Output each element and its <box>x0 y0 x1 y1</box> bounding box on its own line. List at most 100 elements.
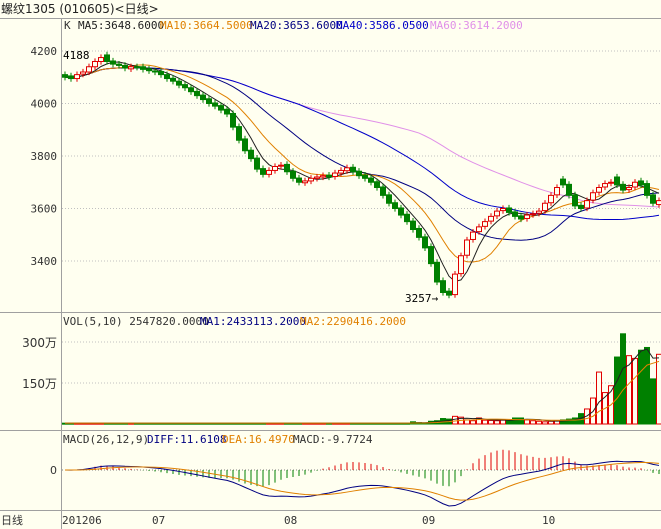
candle-body <box>152 70 158 73</box>
candle-body <box>476 226 482 233</box>
candle-body <box>182 84 188 89</box>
candle-body <box>278 164 284 167</box>
candle-body <box>410 220 416 231</box>
candle-body <box>440 280 446 293</box>
candle-body <box>638 180 644 186</box>
candle-body <box>488 215 494 222</box>
volume-bar <box>542 421 548 425</box>
candle-body <box>242 138 248 152</box>
legend-k: K <box>64 19 71 32</box>
candle-body <box>74 74 80 80</box>
candle-body <box>224 108 230 115</box>
volume-bar <box>566 418 572 425</box>
volume-bar <box>506 419 512 425</box>
candle-body <box>572 194 578 207</box>
x-axis-label: 日线 <box>1 513 23 527</box>
candle-body <box>494 210 500 217</box>
candle-body <box>320 175 326 178</box>
vol-legend: VOL(5,10) 2547820.0000 MA1:2433113.2000 … <box>63 315 406 328</box>
legend-macd-value: MACD:-9.7724 <box>293 433 373 446</box>
macd-legend: MACD(26,12,9) DIFF:11.6108 DEA:16.4970 M… <box>63 433 373 446</box>
price-tick-label: 3600 <box>31 203 58 216</box>
volume-bar <box>614 356 620 425</box>
candle-body <box>140 66 146 70</box>
candle-body <box>530 213 536 216</box>
candle-body <box>170 77 176 82</box>
candle-body <box>68 75 74 80</box>
legend-ma5: MA5:3648.6000 <box>78 19 164 32</box>
candle-body <box>644 183 650 196</box>
candle-body <box>380 186 386 196</box>
legend-ma40: MA40:3586.0500 <box>336 19 429 32</box>
macd-tick-label: 0 <box>50 464 57 477</box>
candle-body <box>98 57 104 62</box>
candle-body <box>290 170 296 179</box>
price-tick-label: 3800 <box>31 150 58 163</box>
candle-body <box>86 66 92 73</box>
candle-body <box>332 172 338 177</box>
volume-bar <box>500 419 506 425</box>
volume-bar <box>488 419 494 425</box>
candle-body <box>188 87 194 93</box>
vol-tick-label: 150万 <box>22 377 57 391</box>
candle-body <box>446 290 452 296</box>
candle-body <box>260 168 266 175</box>
candle-body <box>254 157 260 170</box>
candle-body <box>536 210 542 214</box>
candle-body <box>656 200 661 206</box>
candle-body <box>398 207 404 216</box>
candle-body <box>164 74 170 80</box>
legend-macd: MACD(26,12,9) <box>63 433 149 446</box>
legend-vol-ma1: MA1:2433113.2000 <box>200 315 306 328</box>
candle-body <box>452 273 458 296</box>
candle-body <box>518 215 524 220</box>
legend-ma60: MA60:3614.2000 <box>430 19 523 32</box>
candle-body <box>314 176 320 179</box>
candle-body <box>608 181 614 184</box>
volume-bar <box>596 371 602 425</box>
candle-body <box>554 187 560 196</box>
legend-diff: DIFF:11.6108 <box>147 433 226 446</box>
candle-body <box>416 227 422 238</box>
candle-body <box>272 166 278 171</box>
price-tick-label: 4000 <box>31 98 58 111</box>
volume-bar <box>638 349 644 425</box>
candle-body <box>464 239 470 256</box>
candle-body <box>236 126 242 141</box>
candle-body <box>626 187 632 191</box>
volume-bar <box>524 419 530 425</box>
candle-body <box>248 149 254 160</box>
candle-body <box>512 211 518 217</box>
candle-body <box>500 208 506 212</box>
volume-bar <box>536 420 542 425</box>
volume-bar <box>470 420 476 425</box>
candle-body <box>80 71 86 75</box>
high-annotation: 4188 <box>63 49 90 62</box>
candle-body <box>386 194 392 204</box>
volume-bar <box>644 346 650 425</box>
volume-bar <box>656 353 661 425</box>
candle-body <box>548 194 554 204</box>
candle-body <box>632 181 638 188</box>
volume-bar <box>482 419 488 425</box>
candle-body <box>368 177 374 183</box>
candle-body <box>590 192 596 201</box>
candle-body <box>422 236 428 249</box>
candle-body <box>458 255 464 275</box>
candle-body <box>344 167 350 172</box>
volume-bar <box>518 417 524 425</box>
x-tick-label: 10 <box>542 514 555 527</box>
candle-body <box>212 102 218 107</box>
volume-bar <box>572 417 578 425</box>
candle-body <box>404 213 410 223</box>
candle-body <box>602 183 608 188</box>
volume-bar <box>530 420 536 425</box>
x-tick-label: 07 <box>152 514 165 527</box>
candle-body <box>104 54 110 62</box>
candle-body <box>134 66 140 69</box>
legend-ma10: MA10:3664.5000 <box>160 19 253 32</box>
candle-body <box>266 169 272 175</box>
volume-bar <box>512 417 518 425</box>
